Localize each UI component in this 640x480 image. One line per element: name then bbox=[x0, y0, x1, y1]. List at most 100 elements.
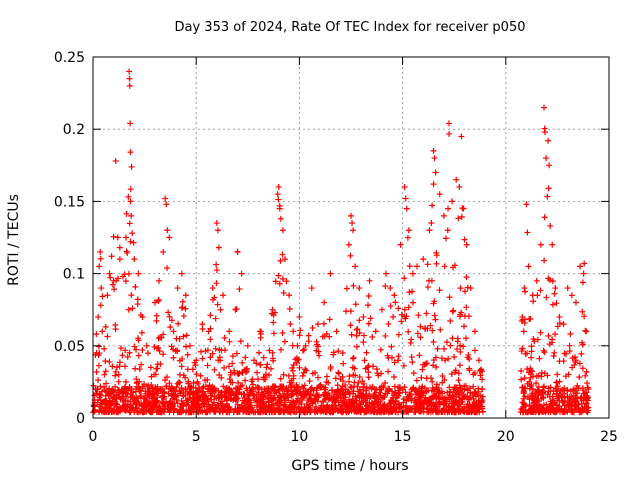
data-point bbox=[345, 389, 352, 396]
data-point bbox=[553, 300, 560, 307]
data-point bbox=[554, 401, 561, 408]
data-point bbox=[428, 277, 435, 284]
data-point bbox=[208, 387, 215, 394]
data-point bbox=[366, 391, 373, 398]
data-point bbox=[329, 402, 336, 409]
data-point bbox=[367, 406, 374, 413]
data-point bbox=[155, 296, 162, 303]
data-point bbox=[349, 220, 356, 227]
data-point bbox=[126, 385, 133, 392]
data-point bbox=[432, 169, 439, 176]
data-point bbox=[165, 309, 172, 316]
data-point bbox=[123, 210, 130, 217]
data-point bbox=[129, 230, 136, 237]
data-point bbox=[144, 350, 151, 357]
data-point bbox=[388, 343, 395, 350]
data-point bbox=[170, 328, 177, 335]
data-point bbox=[449, 198, 456, 205]
x-tick-label: 10 bbox=[290, 429, 308, 445]
data-point bbox=[349, 355, 356, 362]
data-point bbox=[237, 338, 244, 345]
data-point bbox=[180, 312, 187, 319]
data-point bbox=[271, 390, 278, 397]
data-point bbox=[256, 402, 263, 409]
data-point bbox=[294, 383, 301, 390]
y-tick-label: 0.2 bbox=[63, 122, 85, 138]
data-point bbox=[577, 395, 584, 402]
data-point bbox=[229, 353, 236, 360]
data-point bbox=[545, 385, 552, 392]
data-point bbox=[246, 403, 253, 410]
data-point bbox=[479, 393, 486, 400]
data-point bbox=[583, 328, 590, 335]
data-point bbox=[115, 371, 122, 378]
data-point bbox=[520, 390, 527, 397]
data-point bbox=[548, 400, 555, 407]
data-point bbox=[446, 120, 453, 127]
data-point bbox=[286, 305, 293, 312]
data-point bbox=[216, 354, 223, 361]
data-point bbox=[269, 306, 276, 313]
data-point bbox=[116, 256, 123, 263]
data-point bbox=[91, 403, 98, 410]
data-point bbox=[335, 387, 342, 394]
data-point bbox=[257, 395, 264, 402]
data-point bbox=[529, 395, 536, 402]
data-point bbox=[183, 332, 190, 339]
data-point bbox=[176, 388, 183, 395]
data-point bbox=[233, 305, 240, 312]
data-point bbox=[133, 346, 140, 353]
data-point bbox=[323, 378, 330, 385]
data-point bbox=[291, 384, 298, 391]
data-point bbox=[179, 298, 186, 305]
data-point bbox=[168, 387, 175, 394]
data-point bbox=[549, 393, 556, 400]
data-point bbox=[463, 241, 470, 248]
data-point bbox=[157, 334, 164, 341]
data-point bbox=[477, 372, 484, 379]
data-point bbox=[560, 321, 567, 328]
data-point bbox=[124, 353, 131, 360]
data-point bbox=[447, 342, 454, 349]
data-point bbox=[382, 390, 389, 397]
data-point bbox=[237, 383, 244, 390]
data-point bbox=[212, 405, 219, 412]
data-point bbox=[436, 400, 443, 407]
data-point bbox=[528, 343, 535, 350]
data-point bbox=[283, 278, 290, 285]
data-point bbox=[578, 400, 585, 407]
data-point bbox=[231, 370, 238, 377]
data-point bbox=[272, 278, 279, 285]
data-point bbox=[257, 409, 264, 416]
data-point bbox=[234, 248, 241, 255]
data-point bbox=[260, 374, 267, 381]
data-point bbox=[204, 407, 211, 414]
data-point bbox=[270, 319, 277, 326]
data-point bbox=[554, 323, 561, 330]
data-point bbox=[422, 398, 429, 405]
data-point bbox=[545, 137, 552, 144]
data-point bbox=[478, 366, 485, 373]
data-point bbox=[446, 294, 453, 301]
data-point bbox=[563, 350, 570, 357]
data-point bbox=[455, 377, 462, 384]
data-point bbox=[279, 329, 286, 336]
data-point bbox=[223, 386, 230, 393]
data-point bbox=[528, 348, 535, 355]
data-point bbox=[416, 352, 423, 359]
data-point bbox=[470, 371, 477, 378]
data-point bbox=[255, 384, 262, 391]
data-point bbox=[534, 386, 541, 393]
data-point bbox=[170, 354, 177, 361]
data-point bbox=[180, 401, 187, 408]
data-point bbox=[309, 400, 316, 407]
data-point bbox=[419, 389, 426, 396]
data-point bbox=[350, 372, 357, 379]
data-point bbox=[401, 275, 408, 282]
data-point bbox=[203, 395, 210, 402]
data-point bbox=[208, 396, 215, 403]
x-tick-label: 0 bbox=[89, 429, 98, 445]
data-point bbox=[341, 391, 348, 398]
data-point bbox=[153, 312, 160, 319]
data-point bbox=[352, 301, 359, 308]
